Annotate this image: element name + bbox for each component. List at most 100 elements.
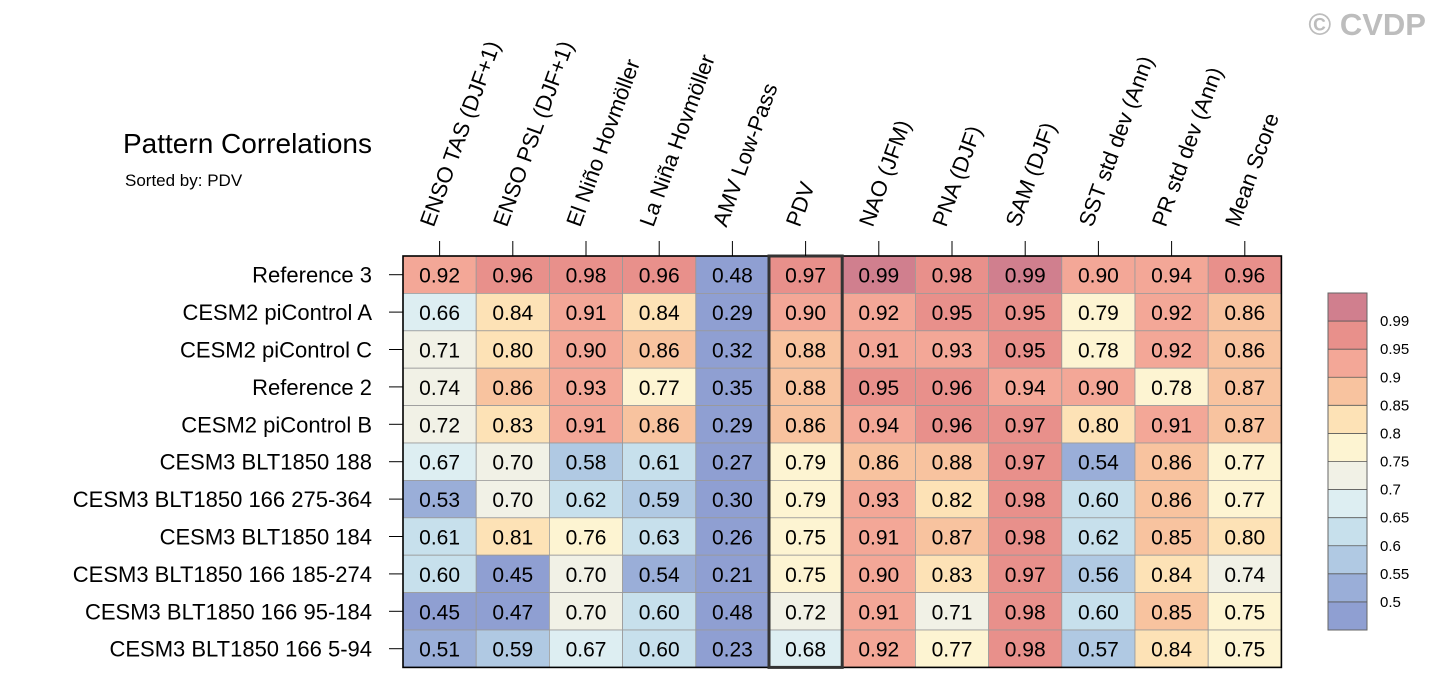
heatmap-cell [915,255,990,294]
heatmap-cell [1134,629,1209,668]
heatmap-cell [1207,330,1282,369]
cell-value-label: 0.71 [419,340,460,363]
row-label: Reference 2 [252,375,372,400]
heatmap-cell [475,592,550,631]
heatmap-cell [1134,367,1209,407]
cell-value-label: 0.90 [785,302,826,325]
heatmap-cell [915,629,990,668]
cell-value-label: 0.82 [932,489,973,512]
heatmap-cell [1207,517,1282,556]
heatmap-cell [1207,554,1282,594]
cell-value-label: 0.98 [1005,639,1046,662]
heatmap-cell [768,629,843,668]
cell-value-label: 0.86 [1151,452,1192,475]
column-label: PR std dev (Ann) [1147,64,1228,230]
cell-value-label: 0.51 [419,639,460,662]
heatmap-cell [549,629,624,668]
heatmap-cell [1061,629,1136,668]
cell-value-label: 0.80 [492,340,533,363]
heatmap-cell [549,554,624,594]
heatmap-cell [622,442,697,481]
colorbar-segment [1328,461,1367,490]
cell-value-label: 0.93 [566,377,607,400]
heatmap-cell [1134,479,1209,519]
colorbar-segment [1328,545,1367,575]
heatmap-cell [1207,442,1282,481]
cell-value-label: 0.93 [858,489,899,512]
row-label: CESM2 piControl C [180,338,372,363]
heatmap-cell [915,592,990,631]
heatmap-cell [1061,367,1136,407]
row-label: CESM2 piControl B [181,412,372,437]
heatmap-cell [402,629,477,668]
heatmap-cell [549,517,624,556]
cell-value-label: 0.90 [566,340,607,363]
cell-value-label: 0.92 [1151,302,1192,325]
heatmap-cell [841,442,916,481]
cell-value-label: 0.87 [1224,414,1265,437]
cell-value-label: 0.97 [785,265,826,288]
heatmap-cell [475,629,550,668]
cell-value-label: 0.94 [1151,265,1192,288]
cell-value-label: 0.98 [932,265,973,288]
cell-value-label: 0.45 [492,564,533,587]
colorbar-tick-label: 0.6 [1380,538,1401,555]
heatmap-cell [695,405,770,444]
cell-value-label: 0.74 [1224,564,1265,587]
heatmap-cell [915,442,990,481]
colorbar-tick-label: 0.5 [1380,594,1401,611]
cell-value-label: 0.94 [858,414,899,437]
heatmap-cell [402,517,477,556]
cell-value-label: 0.88 [785,377,826,400]
heatmap-cell [622,517,697,556]
cell-value-label: 0.95 [932,302,973,325]
column-label: La Niña Hovmöller [634,51,719,230]
heatmap-cell [1061,517,1136,556]
cell-value-label: 0.23 [712,639,753,662]
cell-value-label: 0.96 [932,414,973,437]
heatmap-cell [841,517,916,556]
cell-value-label: 0.57 [1078,639,1119,662]
colorbar-tick-label: 0.8 [1380,425,1401,442]
cell-value-label: 0.72 [419,414,460,437]
cell-value-label: 0.96 [932,377,973,400]
cell-value-label: 0.91 [566,414,607,437]
heatmap-cell [841,405,916,444]
row-label: CESM3 BLT1850 166 5-94 [109,637,372,662]
cell-value-label: 0.92 [858,302,899,325]
cell-value-label: 0.92 [419,265,460,288]
heatmap-cell [1134,405,1209,444]
cell-value-label: 0.92 [858,639,899,662]
heatmap-cell [1061,255,1136,294]
cell-value-label: 0.63 [639,527,680,550]
heatmap-cell [988,629,1063,668]
heatmap-cell [915,554,990,594]
heatmap-cell [695,292,770,332]
cell-value-label: 0.54 [639,564,680,587]
cell-value-label: 0.91 [858,340,899,363]
colorbar-tick-label: 0.55 [1380,566,1409,583]
cell-value-label: 0.70 [566,601,607,624]
column-label: NAO (JFM) [854,117,916,230]
cell-value-label: 0.83 [492,414,533,437]
column-label: Mean Score [1220,110,1284,230]
cell-value-label: 0.58 [566,452,607,475]
heatmap-cell [1207,629,1282,668]
cell-value-label: 0.67 [566,639,607,662]
cell-value-label: 0.94 [1005,377,1046,400]
column-label: ENSO PSL (DJF+1) [488,38,578,230]
cell-value-label: 0.85 [1151,527,1192,550]
colorbar-segment [1328,517,1367,547]
cell-value-label: 0.86 [1224,340,1265,363]
heatmap-cell [622,367,697,407]
cell-value-label: 0.76 [566,527,607,550]
cell-value-label: 0.71 [932,601,973,624]
cell-value-label: 0.95 [1005,302,1046,325]
row-label: CESM3 BLT1850 166 95-184 [85,599,372,624]
cell-value-label: 0.61 [639,452,680,475]
cell-value-label: 0.90 [1078,377,1119,400]
cell-value-label: 0.77 [639,377,680,400]
cell-value-label: 0.96 [639,265,680,288]
cell-value-label: 0.30 [712,489,753,512]
heatmap-cell [768,405,843,444]
